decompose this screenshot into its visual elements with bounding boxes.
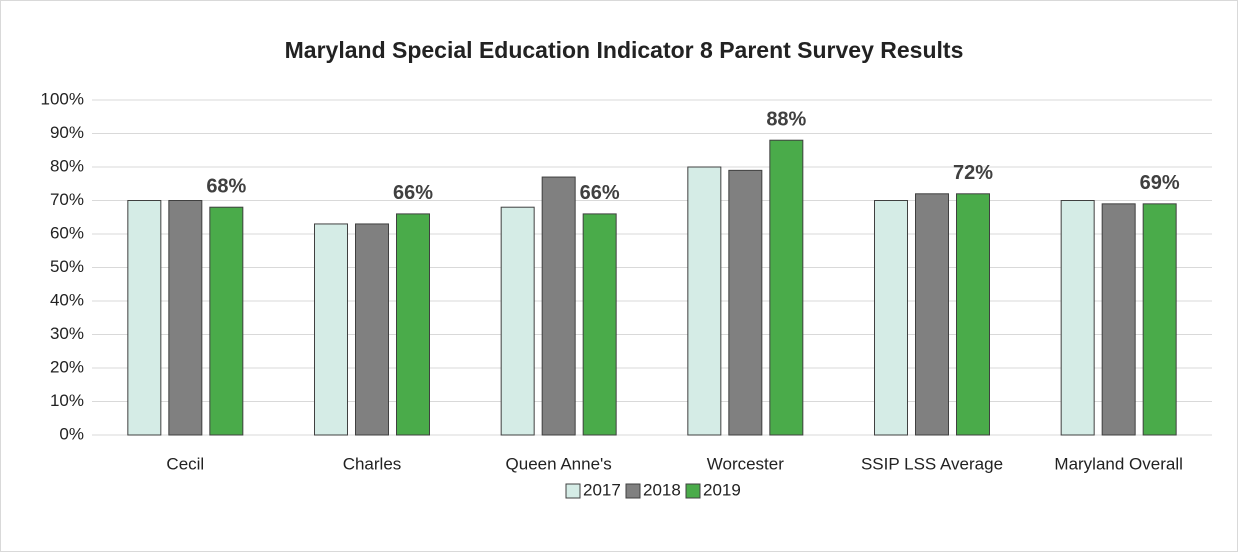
bar bbox=[168, 200, 203, 436]
x-tick-label: SSIP LSS Average bbox=[861, 454, 1003, 473]
legend-label: 2017 bbox=[583, 480, 621, 499]
bar bbox=[127, 200, 162, 436]
y-tick-label: 90% bbox=[50, 123, 84, 142]
bar bbox=[582, 213, 617, 436]
data-label: 68% bbox=[206, 175, 246, 197]
y-tick-label: 50% bbox=[50, 257, 84, 276]
x-tick-label: Cecil bbox=[166, 454, 204, 473]
y-tick-label: 40% bbox=[50, 290, 84, 309]
y-tick-label: 80% bbox=[50, 156, 84, 175]
data-label: 88% bbox=[766, 108, 806, 130]
bar bbox=[956, 193, 990, 436]
data-label: 72% bbox=[953, 162, 993, 184]
bar bbox=[396, 213, 430, 436]
y-tick-label: 70% bbox=[50, 190, 84, 209]
bar bbox=[500, 206, 535, 436]
x-tick-label: Queen Anne's bbox=[506, 454, 612, 473]
legend-swatch bbox=[565, 483, 581, 499]
bar bbox=[687, 166, 722, 436]
x-tick-label: Worcester bbox=[707, 454, 784, 473]
bar bbox=[874, 200, 908, 436]
chart-title: Maryland Special Education Indicator 8 P… bbox=[285, 37, 964, 63]
bar bbox=[541, 176, 576, 436]
legend-label: 2018 bbox=[643, 480, 681, 499]
bar bbox=[355, 223, 389, 436]
legend-swatch bbox=[625, 483, 641, 499]
data-label: 66% bbox=[580, 182, 620, 204]
data-label: 69% bbox=[1140, 172, 1180, 194]
bar bbox=[769, 139, 804, 436]
bar bbox=[1060, 200, 1095, 436]
y-tick-label: 60% bbox=[50, 223, 84, 242]
bar bbox=[209, 206, 244, 436]
y-tick-label: 20% bbox=[50, 357, 84, 376]
bar bbox=[915, 193, 949, 436]
y-tick-label: 100% bbox=[41, 89, 84, 108]
legend-label: 2019 bbox=[703, 480, 741, 499]
bar bbox=[728, 169, 763, 436]
legend-swatch bbox=[685, 483, 701, 499]
y-tick-label: 30% bbox=[50, 324, 84, 343]
x-tick-label: Charles bbox=[343, 454, 402, 473]
bar bbox=[1142, 203, 1177, 436]
y-tick-label: 0% bbox=[59, 424, 84, 443]
x-tick-label: Maryland Overall bbox=[1054, 454, 1183, 473]
bar bbox=[314, 223, 348, 436]
y-tick-label: 10% bbox=[50, 391, 84, 410]
bar bbox=[1101, 203, 1136, 436]
data-label: 66% bbox=[393, 182, 433, 204]
